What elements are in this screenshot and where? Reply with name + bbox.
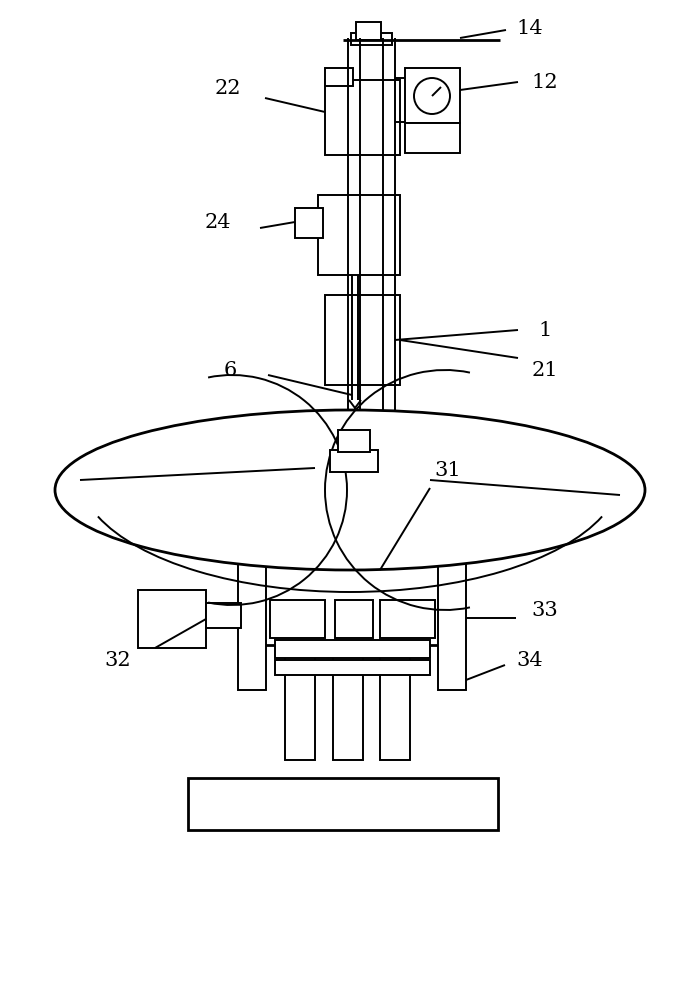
Bar <box>295 208 323 238</box>
Bar <box>438 545 466 690</box>
Bar <box>405 68 460 123</box>
Bar <box>333 645 363 760</box>
Ellipse shape <box>55 410 645 570</box>
Bar <box>238 545 266 690</box>
Text: 14: 14 <box>517 18 543 37</box>
Bar <box>138 590 206 648</box>
Bar <box>335 600 373 638</box>
Bar <box>351 33 392 45</box>
Bar <box>275 640 430 658</box>
Text: 12: 12 <box>532 73 558 92</box>
Bar <box>325 80 400 155</box>
Bar <box>330 450 378 472</box>
Bar <box>325 68 353 86</box>
Bar <box>325 295 400 385</box>
Text: 21: 21 <box>532 360 558 379</box>
Bar <box>380 645 410 760</box>
Bar <box>356 22 381 40</box>
Text: 31: 31 <box>435 460 461 480</box>
Bar <box>285 645 315 760</box>
Text: 34: 34 <box>517 650 543 670</box>
Bar <box>188 778 498 830</box>
Text: 24: 24 <box>205 213 232 232</box>
Text: 33: 33 <box>532 600 558 619</box>
Bar <box>255 515 450 545</box>
Bar <box>405 123 460 153</box>
Bar <box>206 603 241 628</box>
Text: 1: 1 <box>538 320 551 340</box>
Bar <box>338 430 370 452</box>
Bar <box>380 600 435 638</box>
Bar <box>263 545 443 645</box>
Text: 22: 22 <box>215 79 241 98</box>
Bar <box>275 660 430 675</box>
Text: 6: 6 <box>223 360 236 379</box>
Text: 32: 32 <box>105 650 131 670</box>
Bar <box>318 195 400 275</box>
Bar <box>270 600 325 638</box>
